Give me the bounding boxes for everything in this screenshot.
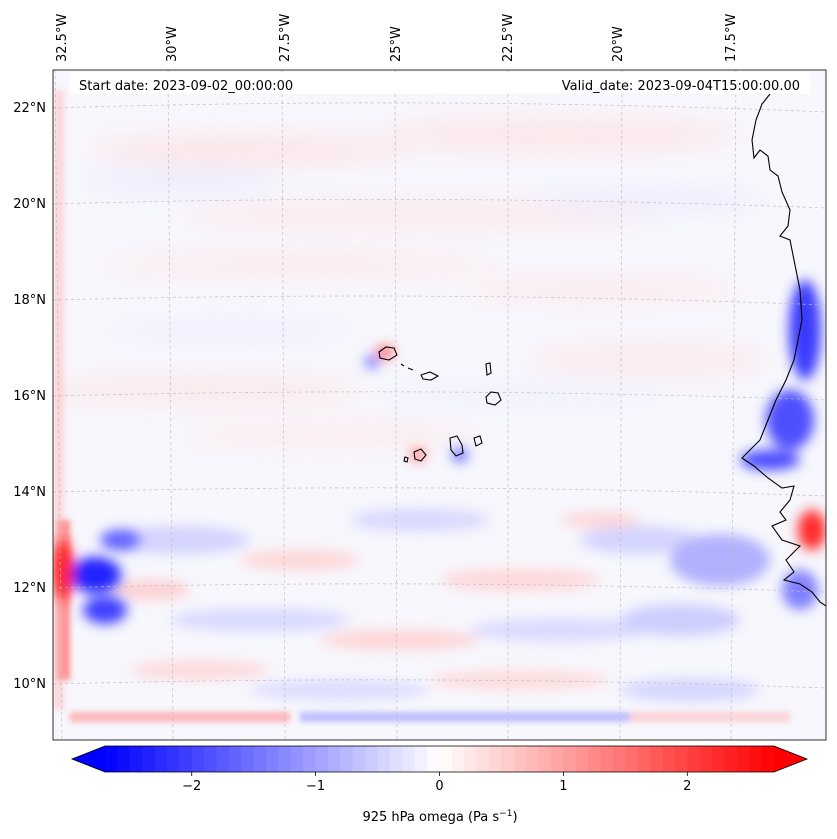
header-box: [70, 72, 810, 94]
colorbar-segment: [513, 746, 527, 772]
colorbar-segment: [303, 746, 317, 772]
gridlines: [53, 70, 826, 740]
colorbar-segment: [340, 746, 354, 772]
lat-labels: 22°N 20°N 18°N 16°N 14°N 12°N 10°N: [13, 101, 46, 692]
colorbar-label: 925 hPa omega (Pa s−1): [362, 809, 517, 825]
colorbar-segment: [266, 746, 280, 772]
lat-label-16n: 16°N: [13, 389, 46, 404]
colorbar-segment: [105, 746, 118, 772]
valid-date-label: Valid_date: 2023-09-04T15:00:00.00: [562, 79, 800, 94]
colorbar-segment: [489, 746, 503, 772]
lon-label-20w: 20°W: [611, 26, 626, 62]
colorbar-segment: [166, 746, 180, 772]
map-frame: [52, 69, 827, 741]
colorbar-segment: [241, 746, 255, 772]
colorbar-segment: [451, 746, 465, 772]
map-panel: Start date: 2023-09-02_00:00:00 Valid_da…: [52, 69, 827, 741]
colorbar-segment: [328, 746, 341, 772]
omega-field: [53, 70, 826, 740]
lon-label-32-5w: 32.5°W: [55, 14, 70, 62]
colorbar-segment: [736, 746, 750, 772]
colorbar-segment: [278, 746, 292, 772]
colorbar-segment: [650, 746, 664, 772]
colorbar-segment: [612, 746, 626, 772]
colorbar-segment: [526, 746, 540, 772]
colorbar-segment: [179, 746, 193, 772]
colorbar-segment: [575, 746, 589, 772]
colorbar-segment: [352, 746, 366, 772]
lat-label-12n: 12°N: [13, 581, 46, 596]
lon-label-22-5w: 22.5°W: [501, 14, 516, 62]
colorbar-segment: [191, 746, 205, 772]
colorbar-segment: [699, 746, 713, 772]
colorbar-ticks: −2 −1 0 1 2: [182, 772, 691, 794]
colorbar-segment: [315, 746, 329, 772]
cape-verde-islands: [378, 346, 502, 463]
colorbar-segment: [662, 746, 676, 772]
lat-label-18n: 18°N: [13, 293, 46, 308]
colorbar-segment: [253, 746, 267, 772]
colorbar-tick-label: 2: [683, 779, 691, 794]
lat-label-14n: 14°N: [13, 485, 46, 500]
colorbar-segment: [476, 746, 490, 772]
lon-labels: 32.5°W 30°W 27.5°W 25°W 22.5°W 20°W 17.5…: [55, 14, 739, 62]
colorbar-segments: [105, 746, 775, 772]
colorbar-segment: [228, 746, 242, 772]
colorbar-segment: [117, 746, 131, 772]
colorbar-segment: [551, 746, 564, 772]
colorbar-outline: [70, 745, 809, 773]
colorbar-segment: [377, 746, 391, 772]
colorbar-segment: [142, 746, 156, 772]
colorbar-segment: [129, 746, 143, 772]
colorbar-segment: [674, 746, 688, 772]
colorbar-segment: [563, 746, 577, 772]
lon-label-25w: 25°W: [389, 26, 404, 62]
colorbar-segment: [538, 746, 552, 772]
colorbar-segment: [365, 746, 379, 772]
lon-label-27-5w: 27.5°W: [278, 14, 293, 62]
lat-label-22n: 22°N: [13, 101, 46, 116]
lat-label-10n: 10°N: [13, 677, 46, 692]
colorbar-segment: [216, 746, 230, 772]
colorbar-segment: [204, 746, 218, 772]
colorbar-segment: [600, 746, 614, 772]
colorbar-segment: [501, 746, 515, 772]
colorbar-segment: [414, 746, 428, 772]
colorbar-segment: [464, 746, 478, 772]
colorbar-tick-label: −2: [182, 779, 201, 794]
colorbar-segment: [687, 746, 701, 772]
colorbar-tick-label: 0: [435, 779, 443, 794]
colorbar-tick-label: −1: [306, 779, 325, 794]
lon-label-17-5w: 17.5°W: [724, 14, 739, 62]
colorbar-tick-label: 1: [559, 779, 567, 794]
colorbar-segment: [749, 746, 763, 772]
colorbar: −2 −1 0 1 2 925 hPa omega (Pa s−1): [70, 745, 809, 825]
colorbar-segment: [290, 746, 304, 772]
colorbar-segment: [427, 746, 441, 772]
colorbar-segment: [154, 746, 168, 772]
colorbar-segment: [724, 746, 738, 772]
colorbar-segment: [389, 746, 403, 772]
lat-label-20n: 20°N: [13, 197, 46, 212]
colorbar-segment: [712, 746, 726, 772]
colorbar-segment: [761, 746, 775, 772]
colorbar-extend-low: [72, 746, 105, 772]
colorbar-segment: [625, 746, 639, 772]
start-date-label: Start date: 2023-09-02_00:00:00: [79, 79, 293, 94]
colorbar-segment: [439, 746, 453, 772]
colorbar-segment: [402, 746, 416, 772]
colorbar-extend-high: [774, 746, 807, 772]
colorbar-segment: [637, 746, 651, 772]
coastline-west-africa: [741, 93, 826, 607]
colorbar-segment: [588, 746, 602, 772]
lon-label-30w: 30°W: [165, 26, 180, 62]
